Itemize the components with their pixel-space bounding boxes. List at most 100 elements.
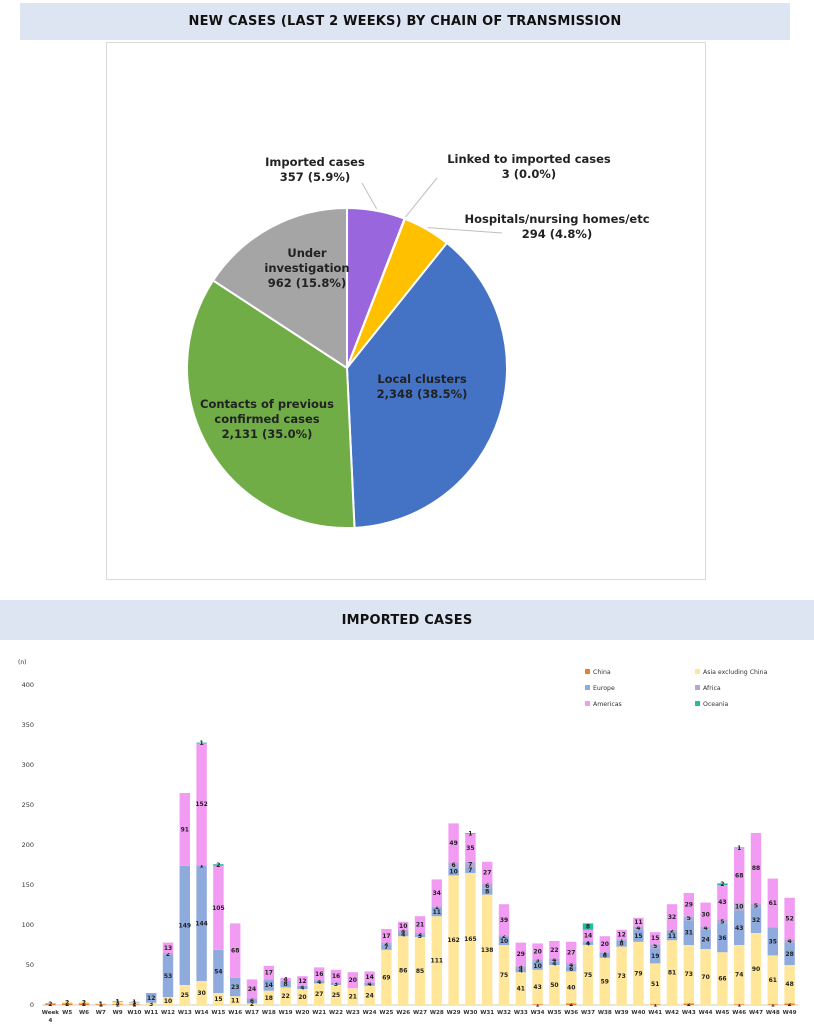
x-tick-label: W18 [262,1010,276,1016]
bar-segment [515,969,527,973]
bar-segment [431,879,443,907]
data-label: 10 [449,868,457,875]
bar-segment [700,929,711,949]
data-label: 17 [265,970,273,977]
x-tick-label: W24 [363,1010,377,1016]
bar-segment [532,943,543,960]
data-label: 1 [132,1002,136,1009]
data-label: 5 [687,915,691,922]
y-tick-label: 250 [22,801,34,809]
data-label: 2 [216,862,220,869]
bar-segment [582,923,594,930]
bar-segment [784,1003,795,1005]
pie-leader-line [427,227,503,234]
bar-segment [532,959,543,962]
x-tick-label: W9 [113,1010,123,1016]
pie-label: 294 (4.8%) [522,227,592,241]
legend-swatch [585,701,590,706]
data-label: 75 [500,972,508,979]
data-label: 81 [668,970,676,977]
x-tick-label: W32 [497,1010,511,1016]
data-label: 32 [752,917,760,924]
bar-segment [465,833,476,862]
data-label: 1 [132,999,136,1006]
data-label: 74 [735,972,743,979]
bar-segment [700,926,711,930]
bar-segment [700,902,711,927]
data-label: 3 [116,1000,120,1007]
data-label: 20 [533,948,541,955]
data-label: 27 [483,870,491,877]
x-tick-label: W34 [531,1010,545,1016]
bar-segment [280,981,291,988]
bar-segment [582,941,594,945]
x-tick-label: W23 [346,1010,360,1016]
data-label: 10 [164,998,172,1005]
data-label: 13 [164,945,172,952]
data-label: 1 [737,1002,741,1009]
bar-segment [717,919,728,924]
bar-segment [280,987,291,1005]
pie-label: Linked to imported cases [447,152,611,166]
data-label: 2 [82,1001,86,1008]
data-label: 21 [349,994,357,1001]
bar-segment [616,940,627,947]
bar-segment [717,885,728,920]
data-label: 6 [569,966,573,973]
bar-segment [750,933,762,1005]
data-label: 1 [620,937,624,944]
data-label: 2 [250,1001,254,1008]
legend-swatch [695,685,700,690]
data-label: 51 [651,981,659,988]
bar-segment [465,833,476,834]
bar-segment [145,993,157,1003]
data-label: 1 [586,938,590,945]
data-label: 1 [200,740,204,747]
bar-segment [549,961,560,965]
data-label: 24 [365,992,373,999]
data-label: 21 [416,922,424,929]
bar-segment [313,980,325,984]
bar-segment [582,945,594,1005]
data-label: 1 [536,1002,540,1009]
bar-segment [196,865,207,866]
legend-swatch [695,669,700,674]
data-label: 85 [416,968,424,975]
data-label: 24 [701,936,709,943]
bar-segment [448,823,459,863]
data-label: 2 [720,881,724,888]
bar-segment [213,865,224,950]
bar-segment [599,952,611,953]
bar-segment [633,926,644,930]
data-label: 1 [116,1002,120,1009]
bar-segment [582,941,594,942]
x-tick-label: W38 [598,1010,612,1016]
bar-segment [196,743,207,865]
bar-segment [213,993,224,1005]
data-label: 22 [550,947,558,954]
bar-segment [196,742,207,744]
bar-segment [666,929,678,932]
pie-label: Local clusters [377,372,467,386]
x-tick-label: W5 [62,1010,72,1016]
bar-segment [717,923,728,953]
legend-label: Africa [703,685,721,692]
data-label: 79 [634,970,642,977]
bar-segment [381,949,392,1005]
bar-segment [213,949,224,993]
y-tick-label: 350 [22,721,34,729]
x-tick-label: W29 [447,1010,461,1016]
bar-segment [179,985,191,1005]
bar-segment [750,907,762,933]
bar-segment [397,921,409,930]
bar-segment [246,1003,258,1005]
bar-segment [112,1004,123,1005]
bar-segment [481,888,493,895]
bar-segment [515,972,527,1005]
bar-segment [78,1003,90,1005]
data-label: 69 [382,974,390,981]
data-label: 4 [401,932,405,939]
data-label: 86 [399,968,407,975]
bar-segment [683,893,695,917]
bar-segment [549,958,560,962]
